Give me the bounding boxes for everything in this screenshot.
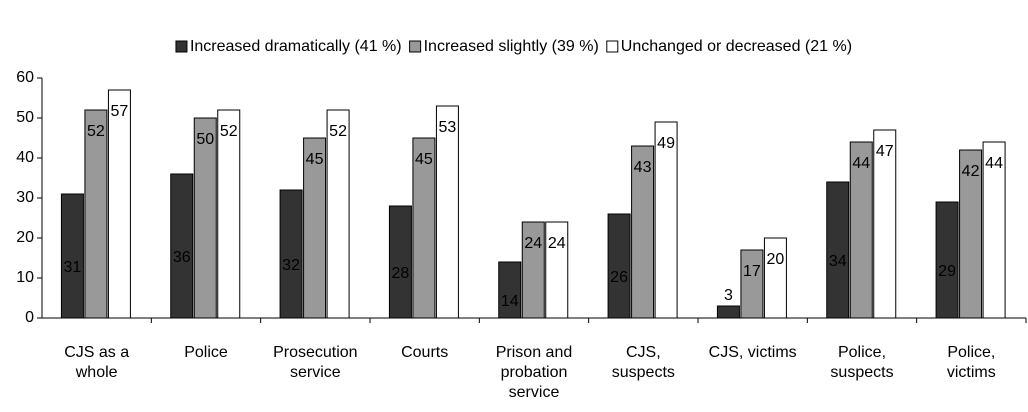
- bar: [107, 89, 131, 319]
- y-tick-label: 40: [16, 149, 34, 166]
- x-tick-label: Prison and probation service: [496, 344, 573, 401]
- data-label: 17: [743, 263, 761, 280]
- data-label: 44: [985, 155, 1003, 172]
- y-tick-label: 50: [16, 109, 34, 126]
- data-label: 43: [634, 159, 652, 176]
- y-tick-label: 30: [16, 189, 34, 206]
- data-label: 34: [829, 253, 847, 270]
- x-tick-label: Courts: [401, 344, 448, 361]
- data-label: 29: [938, 263, 956, 280]
- data-label: 47: [876, 143, 894, 160]
- legend-swatch: [409, 40, 422, 53]
- legend-label: Increased dramatically (41 %): [190, 38, 402, 55]
- bar: [545, 221, 569, 319]
- bar: [170, 173, 194, 319]
- legend-swatch: [606, 40, 619, 53]
- x-tick-label: Police, suspects: [830, 344, 893, 381]
- data-label: 42: [962, 163, 980, 180]
- data-label: 45: [306, 151, 324, 168]
- x-tick-label: Police, victims: [947, 344, 996, 381]
- bar: [982, 141, 1006, 319]
- data-label: 52: [329, 123, 347, 140]
- data-label: 49: [657, 135, 675, 152]
- bar: [654, 121, 678, 319]
- data-label: 45: [415, 151, 433, 168]
- y-tick-label: 10: [16, 269, 34, 286]
- legend-label: Increased slightly (39 %): [424, 38, 599, 55]
- data-label: 32: [282, 257, 300, 274]
- data-label: 44: [852, 155, 870, 172]
- bar: [873, 129, 897, 319]
- x-tick-label: CJS, suspects: [612, 344, 675, 381]
- bar: [279, 189, 303, 319]
- bar: [326, 109, 350, 319]
- bar: [763, 237, 787, 319]
- bar: [935, 201, 959, 319]
- x-tick-label: CJS, victims: [709, 344, 797, 361]
- x-tick-label: Prosecution service: [273, 344, 358, 381]
- data-label: 3: [724, 287, 733, 304]
- bar: [521, 221, 545, 319]
- bar: [849, 141, 873, 319]
- data-label: 36: [173, 249, 191, 266]
- data-label: 26: [610, 269, 628, 286]
- legend-swatch: [175, 40, 188, 53]
- bar: [740, 249, 764, 319]
- legend-label: Unchanged or decreased (21 %): [621, 38, 852, 55]
- bar: [217, 109, 241, 319]
- data-label: 31: [64, 259, 82, 276]
- bar: [959, 149, 983, 319]
- bar: [84, 109, 108, 319]
- bar: [412, 137, 436, 319]
- data-label: 24: [524, 235, 542, 252]
- bar: [435, 105, 459, 319]
- bar: [716, 305, 740, 319]
- x-tick-label: CJS as a whole: [64, 344, 129, 381]
- data-label: 50: [196, 131, 214, 148]
- y-tick-label: 60: [16, 69, 34, 86]
- data-label: 53: [439, 119, 457, 136]
- data-label: 24: [548, 235, 566, 252]
- data-label: 52: [87, 123, 105, 140]
- bar: [60, 193, 84, 319]
- data-label: 20: [767, 251, 785, 268]
- data-label: 14: [501, 293, 519, 310]
- data-label: 28: [392, 265, 410, 282]
- bar: [388, 205, 412, 319]
- bar: [826, 181, 850, 319]
- x-tick-label: Police: [184, 344, 228, 361]
- data-label: 57: [111, 103, 129, 120]
- y-tick-label: 20: [16, 229, 34, 246]
- legend: Increased dramatically (41 %) Increased s…: [175, 38, 852, 55]
- data-label: 52: [220, 123, 238, 140]
- bar: [498, 261, 522, 319]
- bar: [631, 145, 655, 319]
- bar: [303, 137, 327, 319]
- bar: [607, 213, 631, 319]
- y-tick-label: 0: [25, 309, 34, 326]
- bar: [193, 117, 217, 319]
